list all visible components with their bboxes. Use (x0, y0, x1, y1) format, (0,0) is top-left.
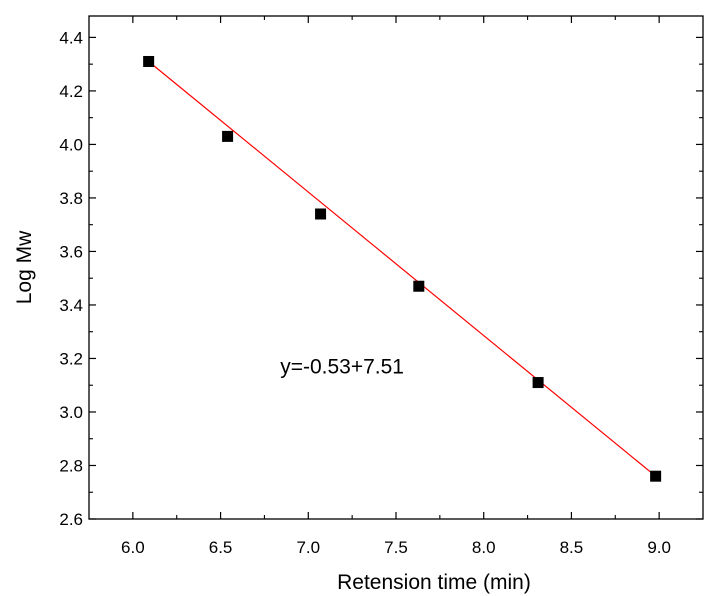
x-axis-title: Retension time (min) (337, 571, 531, 594)
fit-line (148, 61, 657, 477)
x-tick-label: 6.5 (209, 538, 233, 557)
data-point (413, 280, 425, 292)
x-tick-label: 8.5 (560, 538, 584, 557)
y-tick-label: 3.6 (59, 242, 83, 261)
fit-line-layer (148, 61, 657, 477)
y-tick-label: 4.0 (59, 135, 83, 154)
ticks-layer (89, 16, 703, 520)
labels-layer: 6.0 6.5 7.0 7.5 8.0 8.5 9.0 2.6 2.8 3.0 3.2 3.4 3.6 3… (59, 28, 671, 557)
x-tick-label: 7.0 (296, 538, 320, 557)
y-tick-label: 2.8 (59, 456, 83, 475)
data-point (532, 377, 544, 389)
x-tick-label: 7.5 (384, 538, 408, 557)
y-tick-label: 3.8 (59, 189, 83, 208)
x-tick-label: 8.0 (472, 538, 496, 557)
points-layer (143, 55, 662, 482)
y-tick-label: 3.0 (59, 403, 83, 422)
y-tick-label: 3.4 (59, 296, 83, 315)
data-point (650, 470, 662, 482)
data-point (143, 55, 155, 67)
equation-annotation: y=-0.53+7.51 (280, 355, 404, 378)
plot-frame (88, 15, 704, 520)
y-tick-label: 3.2 (59, 349, 83, 368)
y-tick-label: 2.6 (59, 510, 83, 529)
y-tick-label: 4.2 (59, 82, 83, 101)
y-axis-title: Log Mw (13, 230, 36, 304)
y-tick-label: 4.4 (59, 28, 83, 47)
x-tick-label: 9.0 (647, 538, 671, 557)
data-point (315, 208, 327, 220)
data-point (222, 130, 234, 142)
x-tick-label: 6.0 (121, 538, 145, 557)
